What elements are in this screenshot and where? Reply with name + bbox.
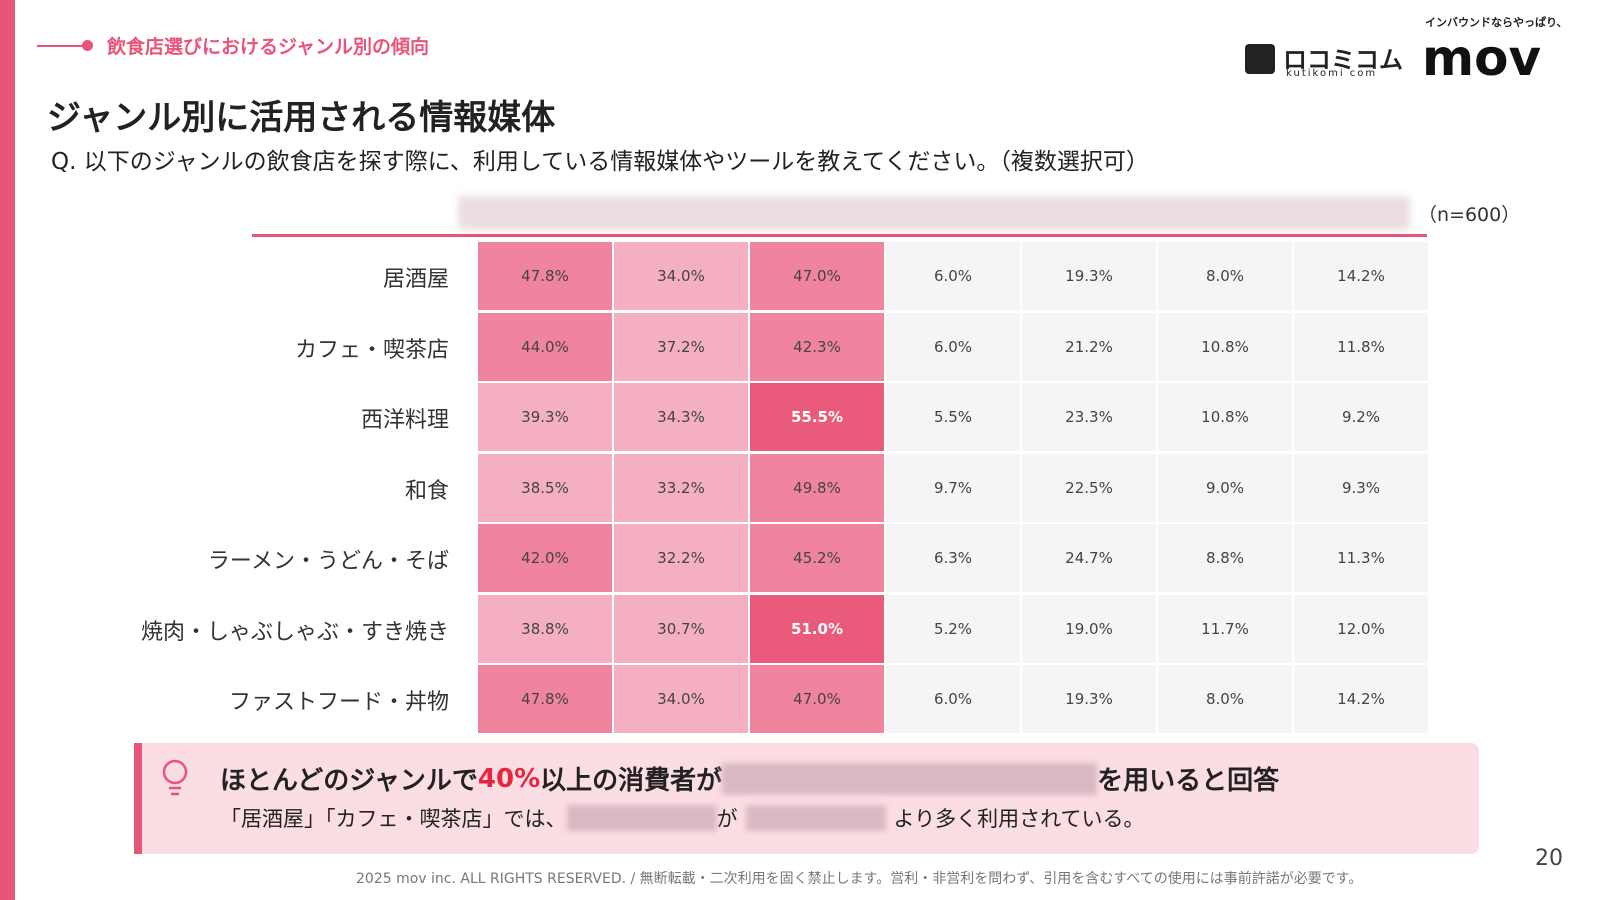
table-cell: 5.5% xyxy=(886,383,1020,451)
table-cell: 34.3% xyxy=(614,383,748,451)
table-cell: 19.3% xyxy=(1022,665,1156,733)
text: を用いると回答 xyxy=(1097,766,1280,796)
table-cell: 33.2% xyxy=(614,453,748,522)
table-cell: 45.2% xyxy=(750,524,884,592)
table-cell: 49.8% xyxy=(750,453,884,522)
table-cell: 34.0% xyxy=(614,242,748,310)
callout-box xyxy=(134,743,1479,854)
table-cell: 5.2% xyxy=(886,594,1020,663)
row-label: 焼肉・しゃぶしゃぶ・すき焼き xyxy=(140,619,449,645)
table-cell: 8.8% xyxy=(1158,524,1292,592)
bulb-icon xyxy=(162,759,188,796)
logo-kutikomi: ロコミコム xyxy=(1283,46,1403,74)
logo-tagline: インバウンドならやっぱり、 xyxy=(1425,16,1568,29)
table-cell: 9.2% xyxy=(1294,383,1428,451)
table-cell: 39.3% xyxy=(478,383,612,451)
table-cell: 47.8% xyxy=(478,242,612,310)
table-cell: 10.8% xyxy=(1158,312,1292,381)
table-cell: 21.2% xyxy=(1022,312,1156,381)
table-cell: 9.7% xyxy=(886,453,1020,522)
text: より多く利用されている。 xyxy=(893,807,1145,831)
table-cell: 6.0% xyxy=(886,312,1020,381)
table-cell: 6.3% xyxy=(886,524,1020,592)
text: 以上の消費者が xyxy=(540,766,723,796)
section-dot xyxy=(82,40,93,51)
table-cell: 42.0% xyxy=(478,524,612,592)
table-rule xyxy=(252,234,1427,237)
blurred-text xyxy=(566,805,717,831)
table-cell: 6.0% xyxy=(886,242,1020,310)
callout-line1: ほとんどのジャンルで 40% 以上の消費者が を用いると回答 xyxy=(220,760,1279,797)
table-cell: 12.0% xyxy=(1294,594,1428,663)
table-cell: 22.5% xyxy=(1022,453,1156,522)
row-label: ラーメン・うどん・そば xyxy=(207,549,449,574)
table-cell: 8.0% xyxy=(1158,665,1292,733)
row-label: 西洋料理 xyxy=(360,408,449,433)
table-cell: 10.8% xyxy=(1158,383,1292,451)
table-cell: 14.2% xyxy=(1294,665,1428,733)
blurred-text xyxy=(745,805,886,831)
table-cell: 37.2% xyxy=(614,312,748,381)
table-cell: 44.0% xyxy=(478,312,612,381)
table-cell: 30.7% xyxy=(614,594,748,663)
callout-line2: 「居酒屋」「カフェ・喫茶店」では、 が より多く利用されている。 xyxy=(220,803,1144,833)
table-cell: 34.0% xyxy=(614,665,748,733)
table-cell: 19.3% xyxy=(1022,242,1156,310)
text: ほとんどのジャンルで xyxy=(220,766,478,796)
table-cell: 32.2% xyxy=(614,524,748,592)
table-cell: 14.2% xyxy=(1294,242,1428,310)
table-cell: 42.3% xyxy=(750,312,884,381)
table-cell: 23.3% xyxy=(1022,383,1156,451)
copyright: 2025 mov inc. ALL RIGHTS RESERVED. / 無断転… xyxy=(356,871,1363,887)
table-cell: 8.0% xyxy=(1158,242,1292,310)
table-cell: 55.5% xyxy=(750,383,884,451)
table-cell: 47.0% xyxy=(750,665,884,733)
row-label: カフェ・喫茶店 xyxy=(294,337,449,363)
page-title: ジャンル別に活用される情報媒体 xyxy=(47,98,556,138)
logo-kutikomi-sub: kutikomi com xyxy=(1286,68,1378,79)
table-cell: 9.0% xyxy=(1158,453,1292,522)
table-cell: 6.0% xyxy=(886,665,1020,733)
side-bar xyxy=(0,0,15,900)
table-cell: 19.0% xyxy=(1022,594,1156,663)
sample-size: （n=600） xyxy=(1418,204,1521,226)
page-number: 20 xyxy=(1535,846,1563,871)
highlight: 40% xyxy=(477,763,541,794)
table-cell: 51.0% xyxy=(750,594,884,663)
table-cell: 11.3% xyxy=(1294,524,1428,592)
logo-icon xyxy=(1245,44,1275,74)
text: が xyxy=(716,807,738,831)
blurred-text xyxy=(722,762,1098,795)
blurred-headers xyxy=(458,196,1410,230)
table-cell: 38.5% xyxy=(478,453,612,522)
row-label: ファストフード・丼物 xyxy=(228,690,449,715)
table-cell: 9.3% xyxy=(1294,453,1428,522)
table-cell: 47.8% xyxy=(478,665,612,733)
row-label: 居酒屋 xyxy=(382,267,449,292)
row-label: 和食 xyxy=(404,478,449,504)
table-cell: 11.8% xyxy=(1294,312,1428,381)
table-cell: 11.7% xyxy=(1158,594,1292,663)
text: 「居酒屋」「カフェ・喫茶店」では、 xyxy=(220,807,567,831)
table-cell: 38.8% xyxy=(478,594,612,663)
section-title: 飲食店選びにおけるジャンル別の傾向 xyxy=(107,36,430,58)
table-cell: 24.7% xyxy=(1022,524,1156,592)
section-line xyxy=(37,45,87,47)
question: Q. 以下のジャンルの飲食店を探す際に、利用している情報媒体やツールを教えてくだ… xyxy=(51,149,1149,175)
logo-mov: mov xyxy=(1422,29,1542,87)
table-cell: 47.0% xyxy=(750,242,884,310)
